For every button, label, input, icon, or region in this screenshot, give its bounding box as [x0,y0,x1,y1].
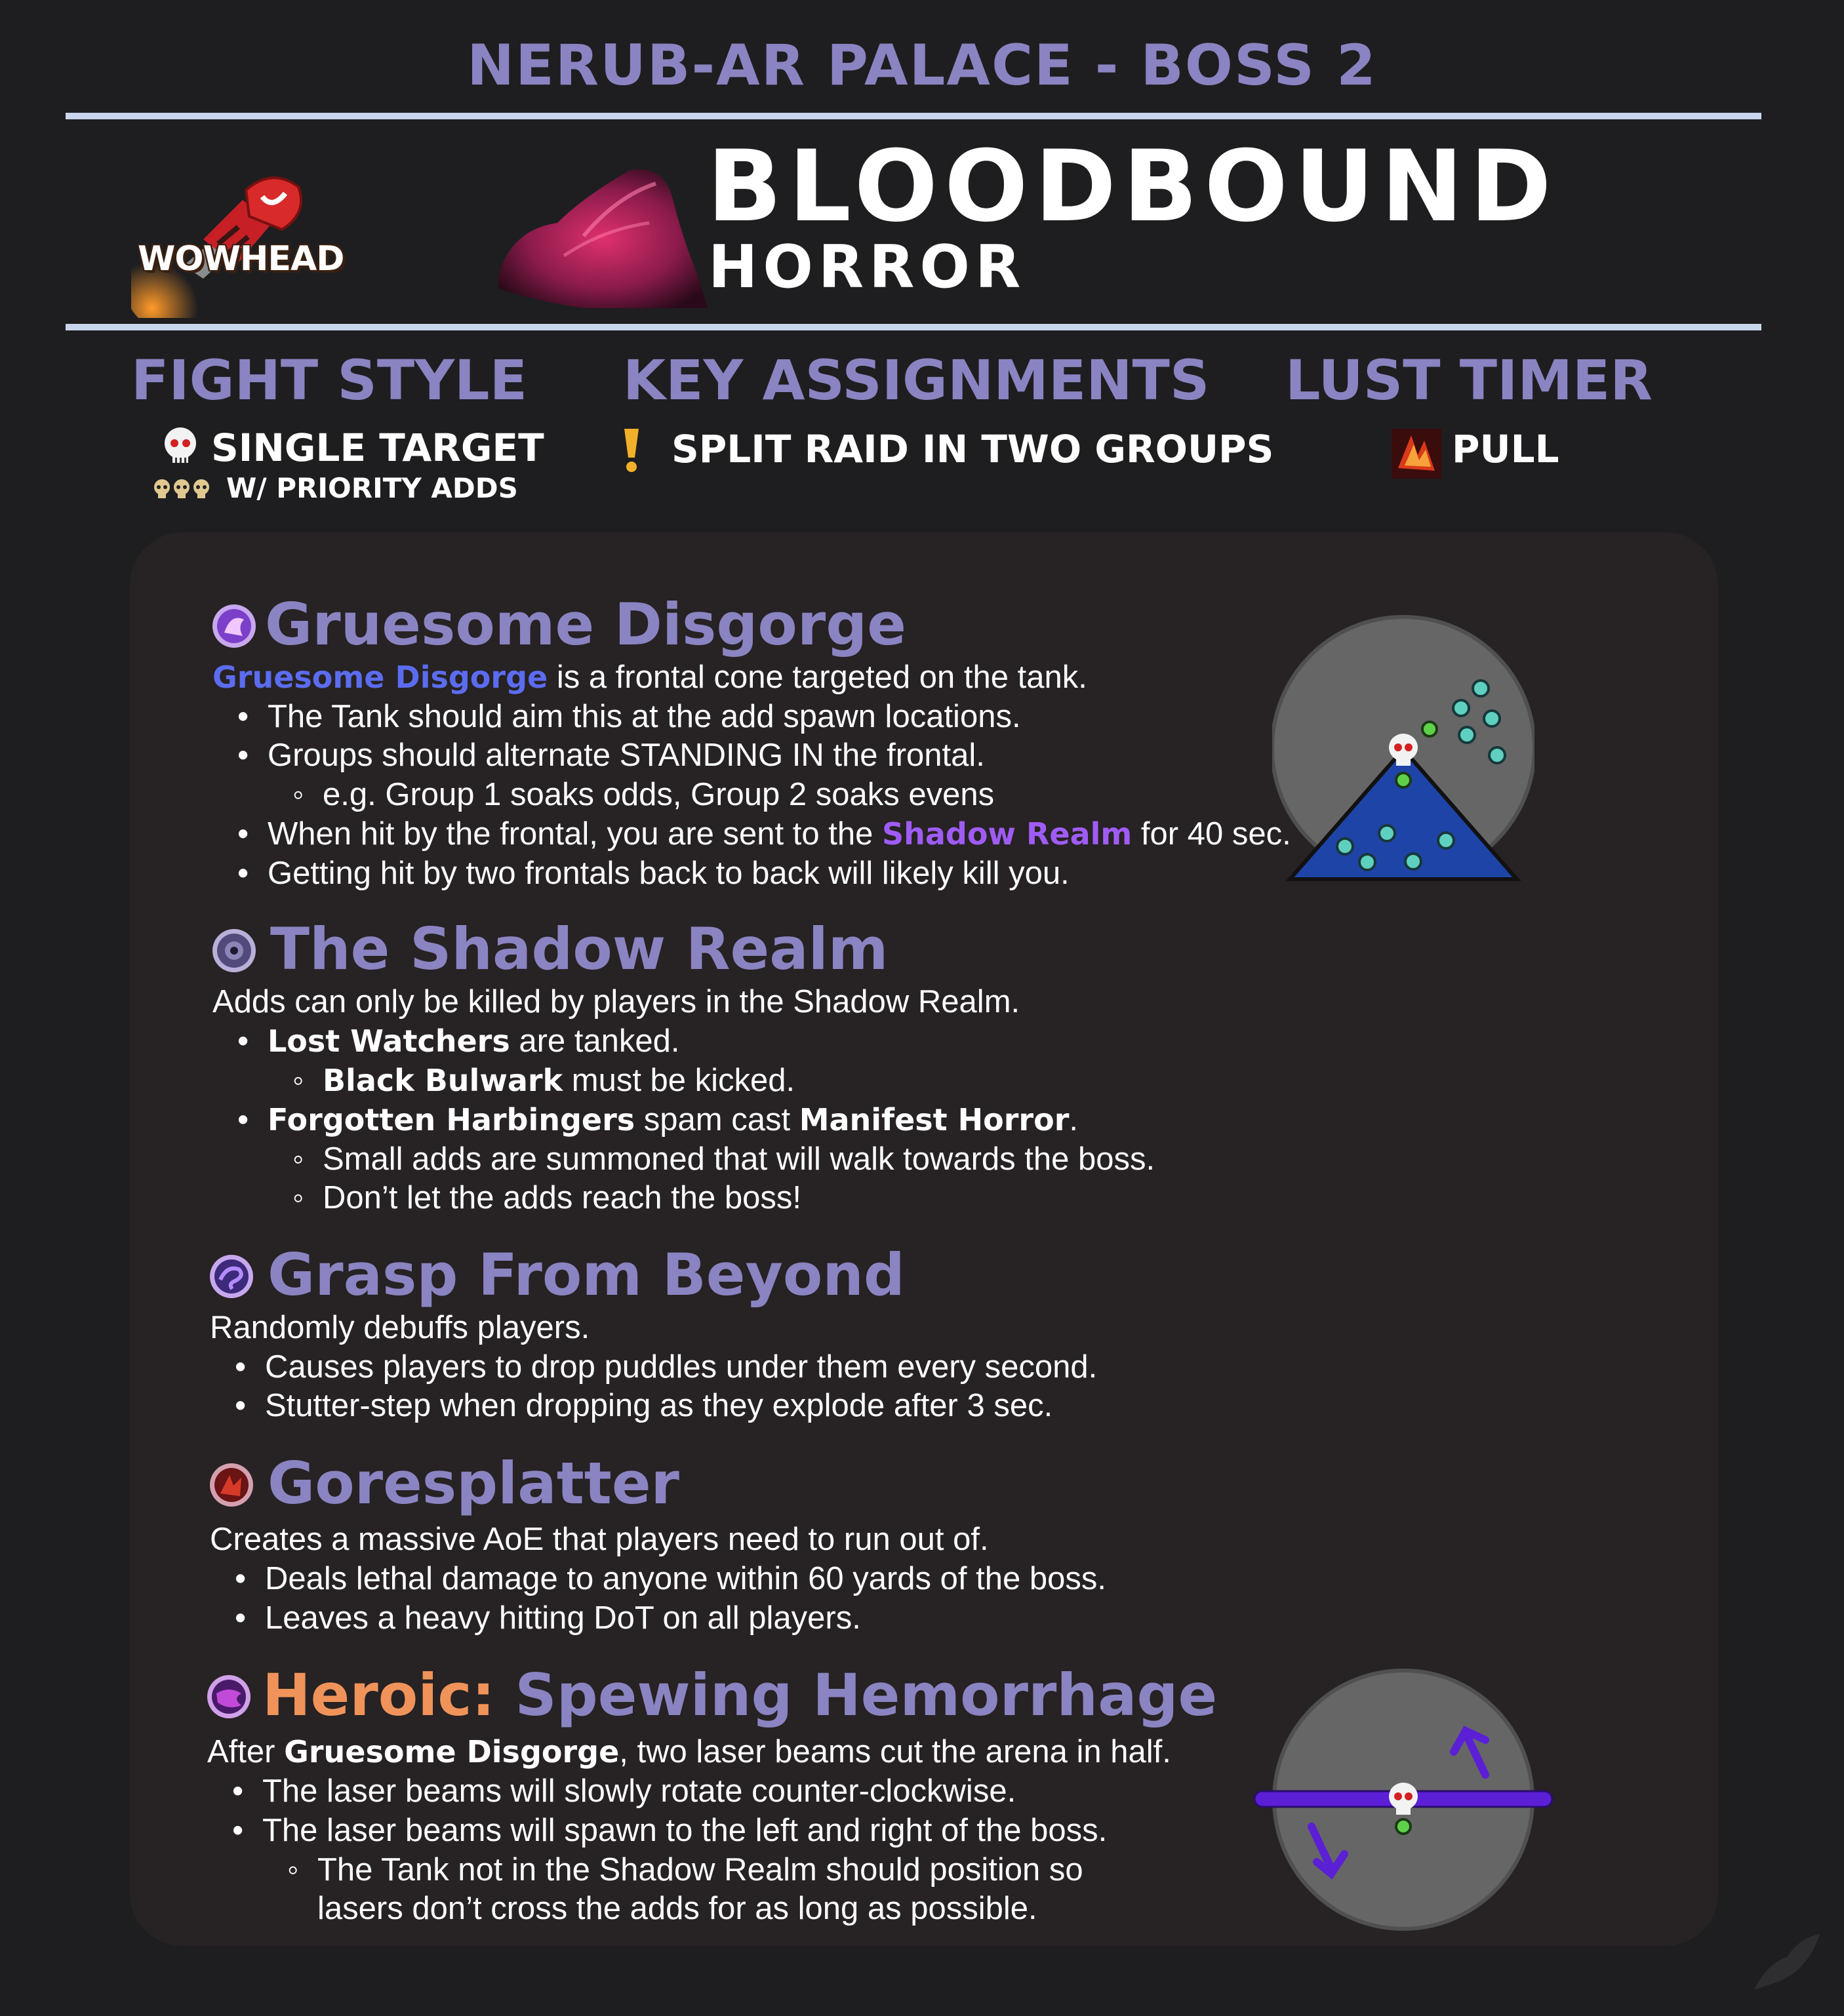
shadow-realm-title: The Shadow Realm [270,915,889,983]
list-item: e.g. Group 1 soaks odds, Group 2 soaks e… [292,775,994,814]
goresplatter-title: Goresplatter [268,1450,679,1517]
grasp-from-beyond-title: Grasp From Beyond [268,1241,905,1309]
laser-beams-diagram [1249,1665,1557,1934]
shadow-realm-intro: Adds can only be killed by players in th… [212,984,1020,1019]
gruesome-disgorge-title: Gruesome Disgorge [265,591,906,658]
gruesome-disgorge-intro: Gruesome Disgorge is a frontal cone targ… [212,660,1087,695]
list-item: Lost Watchers are tanked. [237,1021,679,1061]
header-divider-bottom [66,324,1761,330]
list-item: Don’t let the adds reach the boss! [292,1178,801,1217]
gruesome-disgorge-icon [211,603,257,649]
rotation-arrow-up-icon [1450,1726,1489,1779]
bloodlust-icon [1392,429,1441,479]
fight-style-detail: W/ PRIORITY ADDS [226,472,518,504]
skull-icon [161,425,200,468]
list-item: Deals lethal damage to anyone within 60 … [235,1559,1106,1598]
list-item: The Tank should aim this at the add spaw… [237,697,1021,736]
raid-title: NERUB-AR PALACE - BOSS 2 [467,33,1377,98]
boss-skull-icon [1389,1783,1418,1815]
list-item: The Tank not in the Shadow Realm should … [287,1850,1083,1889]
list-item: Getting hit by two frontals back to back… [237,854,1070,893]
header-divider-top [66,113,1761,119]
exclamation-icon [622,426,641,473]
goresplatter-intro: Creates a massive AoE that players need … [210,1522,989,1557]
spewing-hemorrhage-intro: After Gruesome Disgorge, two laser beams… [207,1734,1171,1769]
gruesome-disgorge-link[interactable]: Gruesome Disgorge [212,660,548,695]
list-item: Forgotten Harbingers spam cast Manifest … [237,1100,1078,1139]
boss-skull-icon [1389,734,1418,766]
wowhead-logo-icon [125,176,303,331]
shadow-realm-icon [211,928,257,974]
fight-style-value: SINGLE TARGET [211,425,544,470]
spewing-hemorrhage-icon [206,1674,252,1720]
list-item: When hit by the frontal, you are sent to… [237,814,1291,854]
list-item-continuation: lasers don’t cross the adds for as long … [317,1891,1037,1926]
fight-style-heading: FIGHT STYLE [131,348,527,412]
key-assignments-heading: KEY ASSIGNMENTS [623,348,1210,412]
skulls-icon [152,477,211,501]
list-item: Stutter-step when dropping as they explo… [235,1386,1052,1425]
list-item: Black Bulwark must be kicked. [292,1061,795,1100]
shadow-realm-link[interactable]: Shadow Realm [881,816,1132,852]
heroic-label: Heroic: [262,1661,515,1729]
list-item: Small adds are summoned that will walk t… [292,1139,1155,1179]
list-item: Groups should alternate STANDING IN the … [237,736,985,775]
frontal-cone-diagram [1270,615,1536,890]
list-item: The laser beams will spawn to the left a… [232,1811,1107,1850]
grasp-from-beyond-intro: Randomly debuffs players. [210,1310,590,1345]
lust-timer-heading: LUST TIMER [1285,348,1653,412]
grasp-from-beyond-icon [209,1254,254,1299]
list-item: Causes players to drop puddles under the… [235,1347,1097,1387]
boss-portrait [485,157,721,311]
logo-text: WOWHEAD [138,239,344,279]
key-assignments-value: SPLIT RAID IN TWO GROUPS [671,427,1274,471]
wowhead-logo: WOWHEAD [125,167,344,331]
lust-timer-value: PULL [1452,427,1559,471]
boss-name: BLOODBOUND [707,130,1558,244]
list-item: Leaves a heavy hitting DoT on all player… [235,1598,861,1638]
spewing-hemorrhage-title: Heroic: Spewing Hemorrhage [262,1661,1218,1729]
list-item: The laser beams will slowly rotate count… [232,1771,1016,1811]
goresplatter-icon [209,1462,254,1508]
boss-creature-icon [498,169,708,308]
rotation-arrow-down-icon [1308,1823,1348,1880]
wowhead-watermark-icon [1748,1924,1826,1996]
boss-subtitle: HORROR [708,233,1026,302]
